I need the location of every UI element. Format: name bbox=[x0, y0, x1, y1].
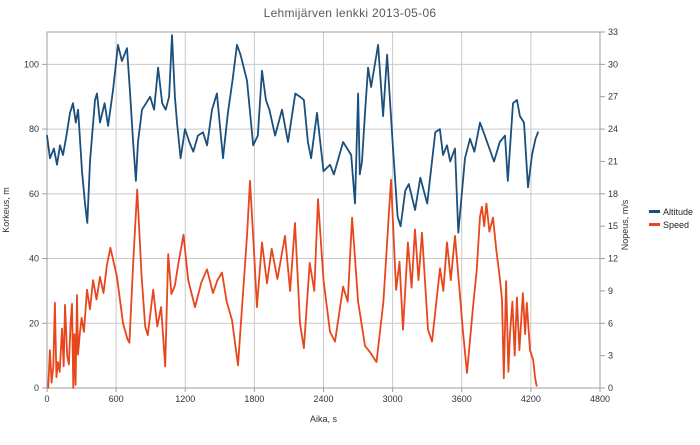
y-right-tick-label: 3 bbox=[608, 351, 613, 361]
y-left-tick-label: 100 bbox=[24, 59, 39, 69]
legend-label-altitude: Altitude bbox=[663, 206, 694, 217]
y-right-tick-label: 27 bbox=[608, 92, 618, 102]
altitude-line-swatch bbox=[649, 210, 660, 213]
x-tick-label: 3600 bbox=[452, 394, 472, 404]
speed-line-swatch bbox=[649, 223, 660, 226]
y-right-axis-title: Nopeus, m/s bbox=[620, 199, 630, 251]
y-right-tick-label: 33 bbox=[608, 27, 618, 37]
y-right-tick-label: 21 bbox=[608, 156, 618, 166]
y-right-tick-label: 24 bbox=[608, 124, 618, 134]
legend: Altitude Speed bbox=[649, 205, 693, 231]
y-right-tick-label: 18 bbox=[608, 189, 618, 199]
x-axis-title: Aika, s bbox=[309, 414, 337, 424]
speed-line bbox=[47, 178, 538, 389]
x-tick-label: 3000 bbox=[383, 394, 403, 404]
x-tick-label: 4200 bbox=[521, 394, 541, 404]
x-tick-label: 600 bbox=[109, 394, 124, 404]
y-left-tick-label: 80 bbox=[29, 124, 39, 134]
y-right-tick-label: 12 bbox=[608, 254, 618, 264]
y-right-tick-label: 6 bbox=[608, 318, 613, 328]
x-tick-label: 1200 bbox=[175, 394, 195, 404]
y-right-tick-label: 9 bbox=[608, 286, 613, 296]
x-tick-label: 0 bbox=[44, 394, 49, 404]
x-tick-label: 2400 bbox=[313, 394, 333, 404]
y-left-axis-title: Korkeus, m bbox=[1, 187, 11, 233]
chart-title: Lehmijärven lenkki 2013-05-06 bbox=[263, 6, 437, 20]
y-right-tick-label: 15 bbox=[608, 221, 618, 231]
legend-item-altitude: Altitude bbox=[649, 205, 693, 218]
x-tick-label: 4800 bbox=[590, 394, 610, 404]
x-tick-label: 1800 bbox=[244, 394, 264, 404]
y-left-tick-label: 60 bbox=[29, 189, 39, 199]
y-left-tick-label: 20 bbox=[29, 318, 39, 328]
altitude-line bbox=[46, 34, 539, 234]
legend-label-speed: Speed bbox=[663, 219, 690, 230]
legend-item-speed: Speed bbox=[649, 218, 693, 231]
y-right-tick-label: 0 bbox=[608, 383, 613, 393]
y-left-tick-label: 0 bbox=[34, 383, 39, 393]
y-left-tick-label: 40 bbox=[29, 254, 39, 264]
y-right-tick-label: 30 bbox=[608, 59, 618, 69]
